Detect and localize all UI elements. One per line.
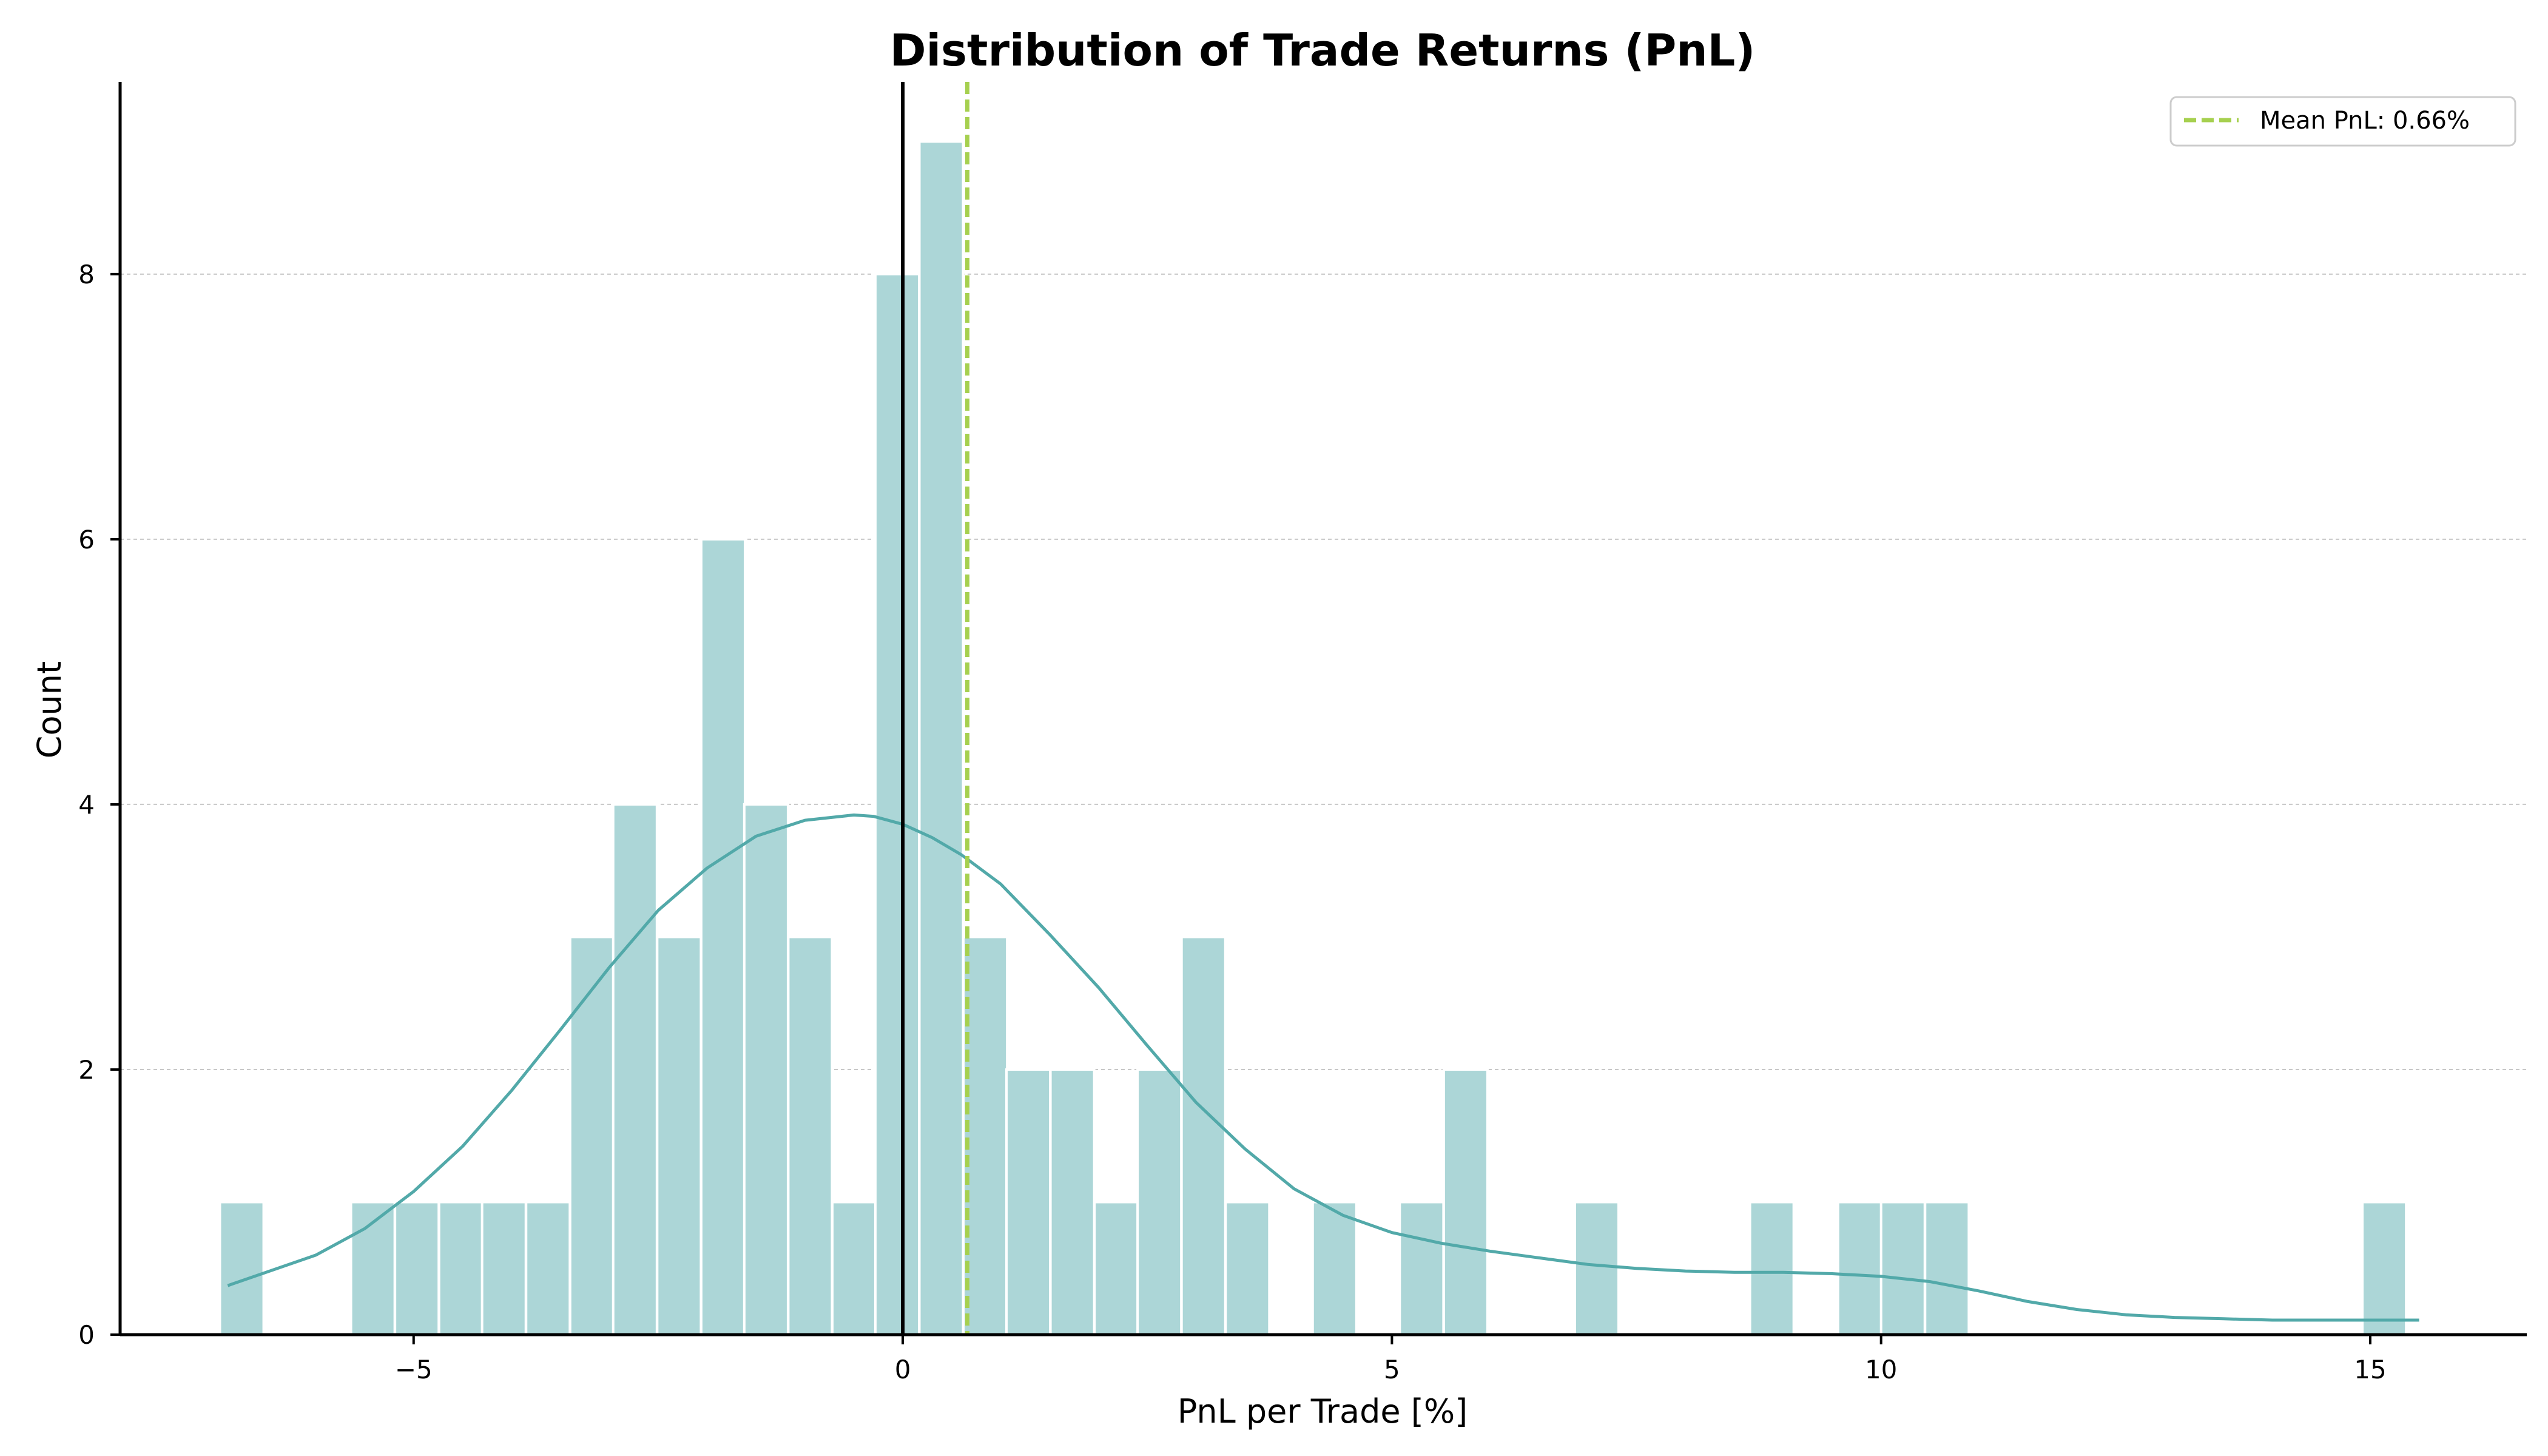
- kde-curve-group: [227, 813, 2419, 1322]
- histogram-bar-15: [918, 140, 965, 1336]
- x-tick-label-15: 15: [2354, 1355, 2386, 1384]
- histogram-bar-16: [962, 935, 1009, 1336]
- histogram-bar-6: [525, 1201, 571, 1336]
- chart-title: Distribution of Trade Returns (PnL): [890, 25, 1756, 76]
- histogram-bar-9: [656, 935, 703, 1336]
- histogram-bar-25: [1442, 1068, 1489, 1336]
- histogram-bar-13: [831, 1201, 878, 1336]
- y-tick-label-8: 8: [78, 260, 95, 289]
- histogram-bar-19: [1093, 1201, 1140, 1336]
- histogram-bar-21: [1180, 935, 1227, 1336]
- x-tick-label-10: 10: [1865, 1355, 1897, 1384]
- histogram-bar-29: [1879, 1201, 1926, 1336]
- histogram-bar-31: [2361, 1201, 2408, 1336]
- histogram-bar-24: [1398, 1201, 1445, 1336]
- histogram-bar-20: [1136, 1068, 1183, 1336]
- histogram-bar-30: [1924, 1201, 1970, 1336]
- histogram-bar-12: [787, 935, 834, 1336]
- histogram-bar-5: [480, 1201, 527, 1336]
- axes: [118, 82, 2527, 1336]
- histogram-bar-1: [218, 1201, 265, 1336]
- reference-lines: [901, 82, 970, 1335]
- histogram-bar-14: [874, 272, 921, 1336]
- histogram-bar-17: [1005, 1068, 1052, 1336]
- histogram-bar-27: [1748, 1201, 1795, 1336]
- tick-labels: −5 0 5 10 15 0 2 4 6 8: [78, 260, 2386, 1384]
- y-tick-label-2: 2: [78, 1055, 95, 1085]
- y-axis-label: Count: [30, 661, 69, 758]
- histogram-bar-28: [1836, 1201, 1883, 1336]
- histogram-bar-23: [1311, 1201, 1358, 1336]
- legend: Mean PnL: 0.66%: [2169, 96, 2516, 147]
- histogram-bar-18: [1049, 1068, 1096, 1336]
- y-gridlines: [120, 273, 2527, 1070]
- histogram-bar-26: [1573, 1201, 1620, 1336]
- y-tick-label-4: 4: [78, 790, 95, 820]
- histogram-bar-8: [612, 803, 658, 1336]
- y-tick-label-6: 6: [78, 525, 95, 554]
- histogram-bar-4: [437, 1201, 484, 1336]
- kde-curve: [227, 813, 2419, 1322]
- x-tick-label-0: 0: [895, 1355, 911, 1384]
- x-tick-label-5: 5: [1384, 1355, 1400, 1384]
- x-axis-label: PnL per Trade [%]: [1178, 1392, 1468, 1431]
- histogram-bar-22: [1224, 1201, 1271, 1336]
- legend-frame: [2169, 96, 2516, 147]
- histogram-bar-3: [394, 1201, 440, 1336]
- histogram-bar-7: [568, 935, 615, 1336]
- legend-mean-label: Mean PnL: 0.66%: [2260, 107, 2470, 135]
- y-tick-label-0: 0: [78, 1320, 95, 1350]
- histogram-bar-10: [699, 538, 746, 1336]
- histogram-bar-11: [743, 803, 789, 1336]
- x-tick-label--5: −5: [395, 1355, 433, 1384]
